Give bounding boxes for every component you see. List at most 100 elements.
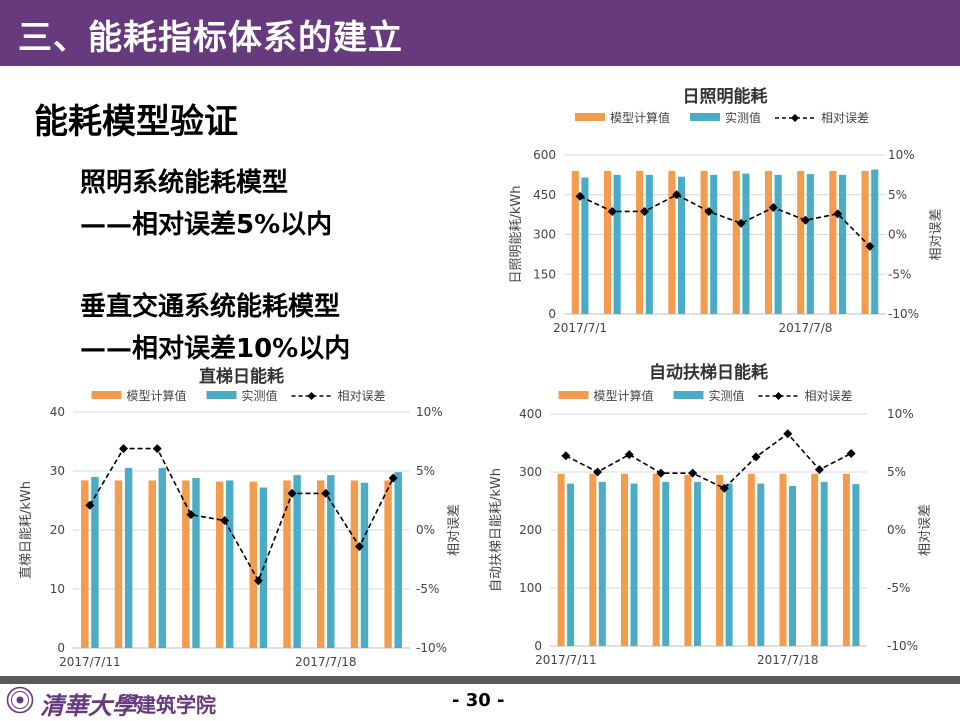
error-point [593, 467, 603, 477]
footer [0, 684, 960, 720]
bar-measured [581, 177, 589, 314]
x-tick-label: 2017/7/11 [59, 655, 121, 669]
error-point [624, 450, 634, 460]
bar-measured [645, 174, 653, 314]
error-point [751, 452, 761, 462]
lighting-model-error: ——相对误差5%以内 [80, 210, 333, 240]
error-point [672, 190, 682, 200]
elevator-model-name: 垂直交通系统能耗模型 [80, 292, 341, 322]
legend-swatch-model [91, 391, 122, 399]
bar-measured [677, 176, 686, 314]
y2-tick-label: 5% [416, 464, 435, 478]
bar-model [684, 474, 692, 646]
bar-measured [757, 483, 765, 646]
y2-tick-label: 10% [888, 148, 915, 162]
error-line [89, 447, 394, 583]
bar-model [148, 480, 156, 648]
error-point [801, 215, 810, 225]
error-point [253, 576, 263, 586]
bar-model [603, 170, 612, 314]
error-point [768, 202, 778, 212]
y-tick-label: 200 [519, 523, 542, 537]
y-axis-title: 日照明能耗/kWh [509, 185, 524, 283]
legend-swatch-model [575, 113, 605, 121]
legend-label-model: 模型计算值 [610, 110, 670, 125]
y2-tick-label: -10% [888, 307, 919, 321]
y2-tick-label: -5% [888, 267, 911, 281]
error-point [814, 465, 824, 475]
error-point [575, 191, 585, 201]
university-seal-icon [6, 686, 34, 714]
bar-measured [91, 476, 99, 648]
bar-model [350, 480, 359, 648]
legend-swatch-measured [673, 391, 704, 399]
footer-divider [0, 676, 960, 684]
x-tick-label: 2017/7/1 [553, 321, 607, 335]
y2-axis-title: 相对误差 [918, 504, 933, 556]
legend-swatch-measured [206, 391, 237, 399]
y2-axis-title: 相对误差 [447, 504, 462, 556]
error-point [152, 444, 162, 454]
bar-measured [742, 173, 750, 314]
bar-model [842, 473, 850, 646]
y-tick-label: 40 [50, 405, 65, 419]
bar-model [636, 170, 644, 314]
error-line [565, 432, 852, 490]
bar-measured [360, 482, 369, 648]
bar-measured [394, 472, 402, 648]
error-point [736, 218, 746, 228]
bar-model [114, 480, 123, 648]
error-point [704, 206, 714, 216]
bar-model [249, 481, 258, 648]
x-tick-label: 2017/7/11 [535, 653, 597, 667]
legend-marker-error [791, 114, 799, 122]
bar-model [589, 473, 597, 646]
y-tick-label: 20 [50, 523, 65, 537]
legend-swatch-model [558, 391, 589, 399]
x-tick-label: 2017/7/18 [295, 655, 357, 669]
error-point [607, 206, 617, 216]
error-point [354, 542, 364, 552]
y2-axis-title: 相对误差 [929, 208, 944, 260]
chart-legend: 模型计算值 实测值 相对误差 [575, 110, 869, 125]
legend-label-error: 相对误差 [821, 111, 869, 125]
bar-measured [852, 484, 860, 646]
error-point [719, 483, 729, 493]
y-tick-label: 0 [57, 641, 65, 655]
bar-measured [225, 480, 234, 648]
bar-measured [598, 481, 606, 646]
y2-tick-label: -5% [416, 582, 439, 596]
error-point [865, 241, 875, 251]
y2-tick-label: 0% [887, 523, 906, 537]
page-number: - 30 - [452, 690, 505, 711]
error-point [186, 510, 196, 520]
bar-model [668, 170, 676, 314]
legend-marker-error [307, 392, 316, 400]
error-point [656, 468, 666, 478]
y2-tick-label: 0% [888, 228, 907, 242]
bar-measured [630, 483, 638, 646]
bar-model [182, 480, 190, 648]
legend-label-measured: 实测值 [725, 110, 761, 125]
school-name: 建筑学院 [136, 693, 216, 717]
y2-tick-label: 10% [887, 407, 914, 421]
bar-model [81, 480, 89, 648]
bar-model [557, 473, 565, 646]
error-point [846, 448, 856, 458]
bar-measured [820, 481, 828, 646]
error-point [561, 451, 571, 461]
legend-label-measured: 实测值 [709, 388, 745, 403]
bar-measured [693, 481, 701, 646]
bar-measured [806, 174, 814, 314]
section-subtitle: 能耗模型验证 [34, 102, 238, 142]
bar-model [779, 473, 787, 646]
y-tick-label: 300 [519, 465, 542, 479]
y2-tick-label: 5% [887, 465, 906, 479]
y-tick-label: 10 [50, 582, 65, 596]
x-tick-label: 2017/7/18 [757, 653, 819, 667]
bar-measured [725, 483, 733, 646]
bar-measured [774, 174, 782, 314]
bar-model [316, 480, 325, 648]
